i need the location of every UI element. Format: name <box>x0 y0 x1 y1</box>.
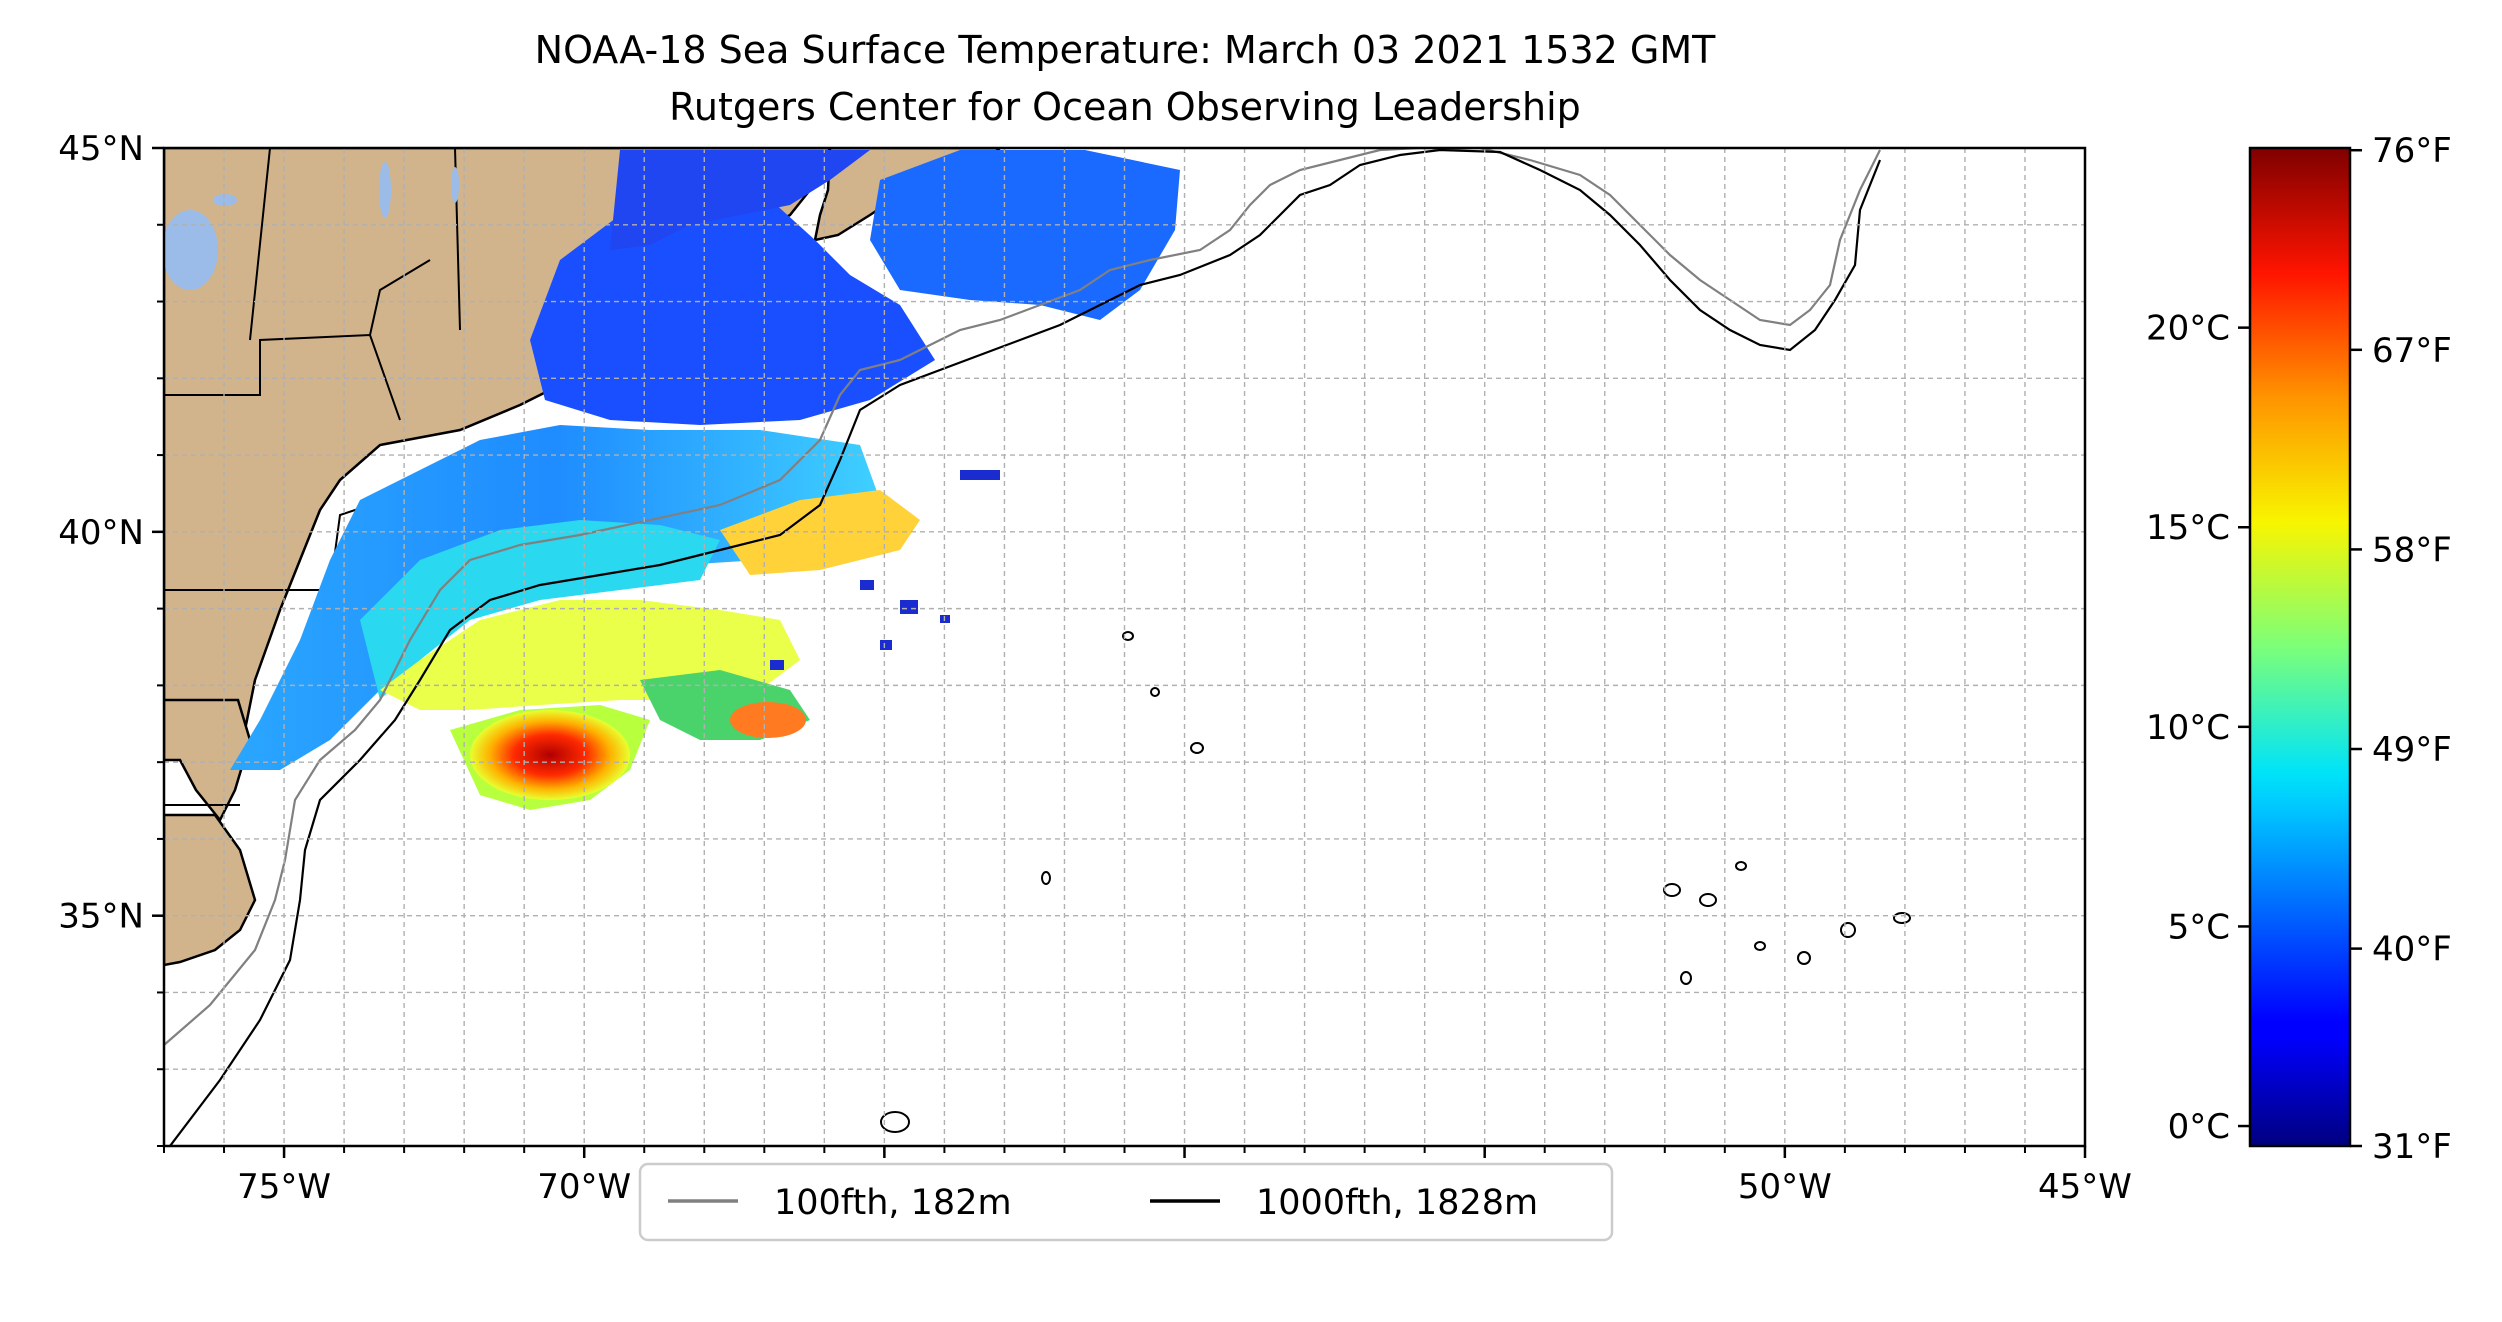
fahrenheit-tick-label: 67°F <box>2372 331 2452 371</box>
lon-tick-label: 45°W <box>2038 1167 2132 1207</box>
lon-tick-label: 70°W <box>537 1167 631 1207</box>
figure-title: NOAA-18 Sea Surface Temperature: March 0… <box>535 28 1716 72</box>
sst-mid-shelf <box>230 425 880 770</box>
fahrenheit-tick-label: 40°F <box>2372 930 2452 970</box>
celsius-tick-label: 10°C <box>2146 708 2230 748</box>
fahrenheit-tick-label: 58°F <box>2372 530 2452 570</box>
map-area <box>164 148 2085 1146</box>
lat-tick-label: 35°N <box>58 897 144 937</box>
lat-tick-label: 45°N <box>58 129 144 169</box>
legend-1000fth-label: 1000fth, 1828m <box>1256 1183 1538 1223</box>
isobath-1000fth <box>169 148 1882 1146</box>
legend-box <box>638 1162 1614 1242</box>
colorbar-ticks: 0°C 5°C 10°C 15°C 20°C 31°F 40°F 49°F 58°F 67°F 76… <box>2146 131 2452 1167</box>
colorbar-gradient <box>2250 148 2350 1146</box>
fahrenheit-tick-label: 49°F <box>2372 730 2452 770</box>
legend-100fth-label: 100fth, 182m <box>774 1183 1012 1223</box>
sst-warm-core <box>470 710 630 800</box>
celsius-tick-label: 15°C <box>2146 508 2230 548</box>
sst-east-warm <box>730 702 806 738</box>
sst-north-coast <box>610 150 870 250</box>
isobath-100fth <box>164 148 1881 1046</box>
lat-tick-label: 40°N <box>58 513 144 553</box>
sst-slope-cyan <box>360 520 720 700</box>
seamounts <box>880 631 1911 1133</box>
colorbar: 0°C 5°C 10°C 15°C 20°C 31°F 40°F 49°F 58°F 67°F 76… <box>2146 131 2452 1167</box>
fahrenheit-tick-label: 31°F <box>2372 1127 2452 1167</box>
lon-tick-label: 75°W <box>237 1167 331 1207</box>
fahrenheit-tick-label: 76°F <box>2372 131 2452 171</box>
sst-gulf-stream-edge <box>720 490 920 575</box>
isobath-legend: 100fth, 182m 1000fth, 1828m <box>638 1162 1614 1242</box>
sst-gulf-of-maine <box>530 190 935 425</box>
celsius-tick-label: 20°C <box>2146 309 2230 349</box>
lakes <box>164 162 459 290</box>
colorbar-frame <box>2248 146 2352 1148</box>
sst-field <box>230 150 1180 810</box>
sst-bay-of-fundy <box>870 150 1180 320</box>
celsius-tick-label: 5°C <box>2168 907 2230 947</box>
figure-subtitle: Rutgers Center for Ocean Observing Leade… <box>669 85 1581 129</box>
lon-tick-label: 50°W <box>1738 1167 1832 1207</box>
celsius-tick-label: 0°C <box>2168 1107 2230 1147</box>
map-gridlines <box>164 148 2085 1146</box>
